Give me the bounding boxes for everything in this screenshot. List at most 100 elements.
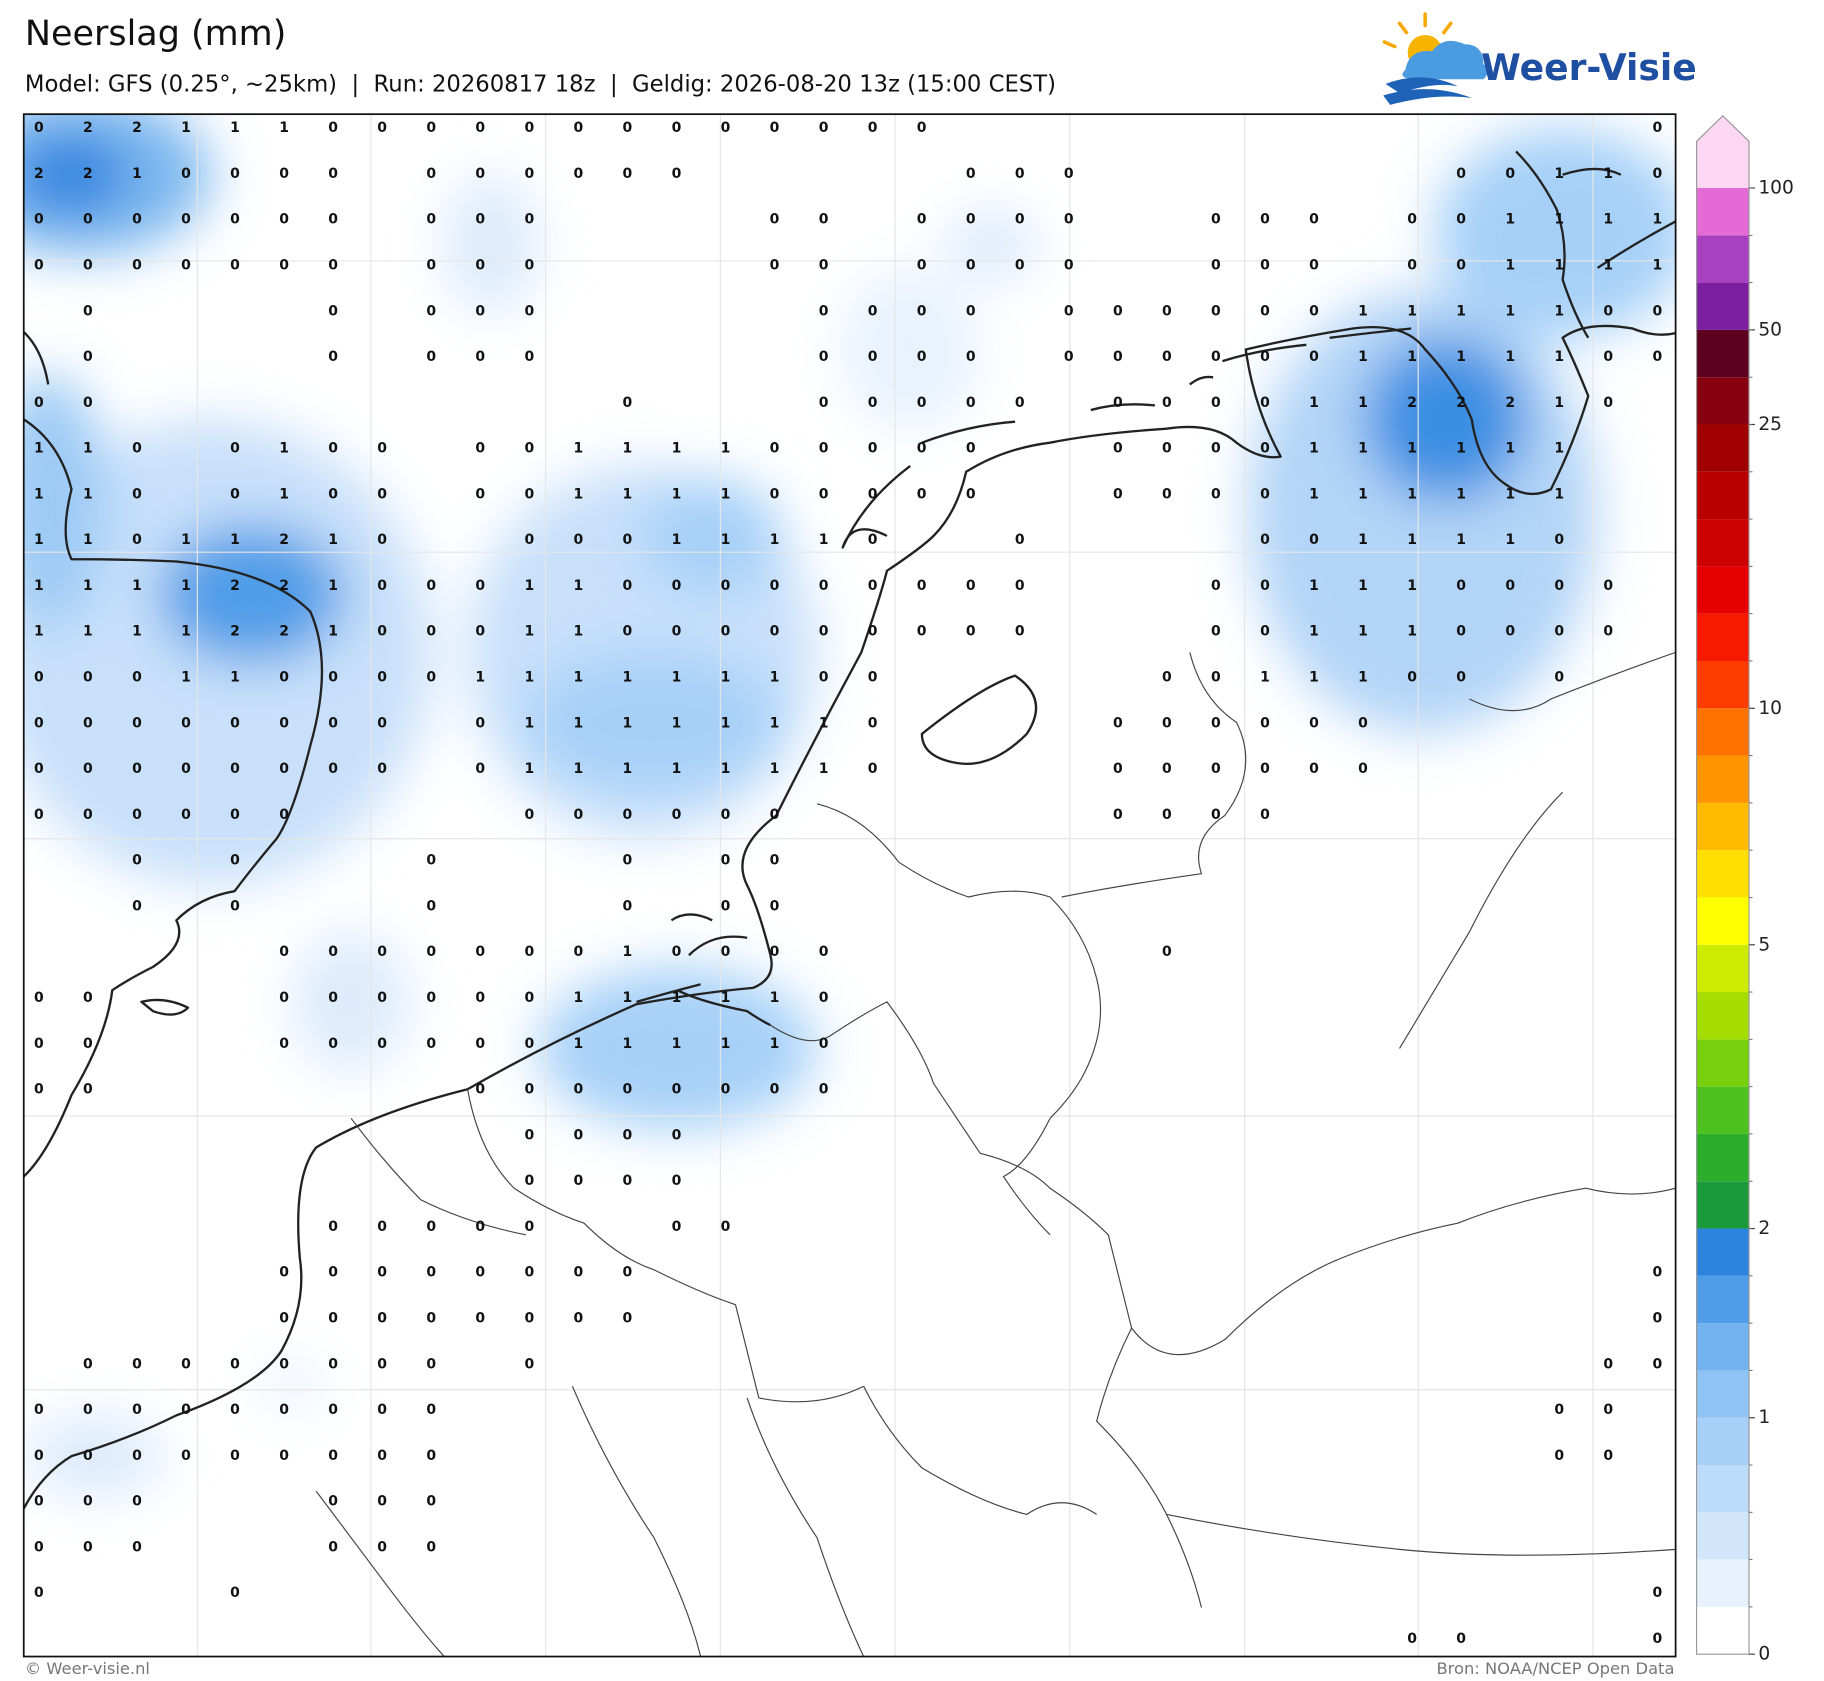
precip-value: 2 xyxy=(83,120,93,136)
precip-value: 1 xyxy=(1407,624,1417,640)
precip-value: 0 xyxy=(917,486,927,502)
precip-value: 0 xyxy=(83,212,93,228)
precip-value: 0 xyxy=(868,578,878,594)
precip-value: 1 xyxy=(1505,532,1515,548)
precip-value: 1 xyxy=(1554,303,1564,319)
precip-value: 0 xyxy=(426,1402,436,1418)
precip-value: 0 xyxy=(83,349,93,365)
precip-value: 0 xyxy=(328,1219,338,1235)
precip-value: 0 xyxy=(279,807,289,823)
colorbar-band xyxy=(1696,519,1750,567)
precip-value: 0 xyxy=(1652,166,1662,182)
precip-value: 0 xyxy=(1162,441,1172,457)
precip-value: 1 xyxy=(279,441,289,457)
colorbar-band xyxy=(1696,1228,1750,1276)
precip-value: 1 xyxy=(1407,349,1417,365)
precip-value: 1 xyxy=(623,944,633,960)
precip-value: 0 xyxy=(377,761,387,777)
logo: Weer-Visie xyxy=(1382,12,1697,105)
precip-value: 0 xyxy=(1211,486,1221,502)
precip-value: 0 xyxy=(819,1082,829,1098)
precip-value: 0 xyxy=(181,1356,191,1372)
precip-value: 0 xyxy=(34,1082,44,1098)
precip-value: 0 xyxy=(721,624,731,640)
precip-value: 1 xyxy=(1309,441,1319,457)
precip-value: 0 xyxy=(917,441,927,457)
precip-value: 0 xyxy=(426,1539,436,1555)
precip-value: 1 xyxy=(34,578,44,594)
precip-value: 0 xyxy=(623,1310,633,1326)
precip-value: 0 xyxy=(377,1494,387,1510)
source: Bron: NOAA/NCEP Open Data xyxy=(1436,1659,1674,1678)
precip-value: 0 xyxy=(966,257,976,273)
precip-value: 0 xyxy=(83,257,93,273)
precip-value: 0 xyxy=(721,853,731,869)
precip-value: 0 xyxy=(819,624,829,640)
precip-value: 0 xyxy=(328,990,338,1006)
precip-value: 1 xyxy=(328,578,338,594)
precip-value: 2 xyxy=(1505,395,1515,411)
precip-value: 0 xyxy=(377,486,387,502)
precip-value: 1 xyxy=(1554,395,1564,411)
precip-value: 0 xyxy=(230,715,240,731)
precip-value: 0 xyxy=(1260,257,1270,273)
precip-value: 0 xyxy=(132,1356,142,1372)
precip-value: 0 xyxy=(1015,257,1025,273)
precip-value: 0 xyxy=(1407,1631,1417,1647)
precip-value: 0 xyxy=(83,1539,93,1555)
precip-value: 0 xyxy=(917,257,927,273)
precip-value: 0 xyxy=(721,898,731,914)
precip-value: 0 xyxy=(573,944,583,960)
precip-value: 1 xyxy=(721,715,731,731)
precip-value: 0 xyxy=(328,670,338,686)
precip-value: 0 xyxy=(1113,349,1123,365)
precip-value: 0 xyxy=(132,761,142,777)
precip-value: 0 xyxy=(966,624,976,640)
precip-value: 0 xyxy=(721,1219,731,1235)
precip-value: 0 xyxy=(573,166,583,182)
precip-value: 0 xyxy=(475,624,485,640)
precip-value: 0 xyxy=(328,761,338,777)
precip-value: 0 xyxy=(524,120,534,136)
precip-value: 0 xyxy=(1309,303,1319,319)
precip-value: 0 xyxy=(1260,761,1270,777)
precip-value: 0 xyxy=(721,807,731,823)
colorbar-band xyxy=(1696,566,1750,614)
precip-value: 0 xyxy=(1554,1448,1564,1464)
precip-value: 0 xyxy=(1211,624,1221,640)
precip-value: 0 xyxy=(475,212,485,228)
precip-value: 0 xyxy=(132,807,142,823)
precip-value: 0 xyxy=(1456,670,1466,686)
precip-value: 0 xyxy=(573,1127,583,1143)
precip-value: 0 xyxy=(1211,395,1221,411)
precip-value: 0 xyxy=(966,578,976,594)
precip-value: 0 xyxy=(1554,670,1564,686)
precip-value: 0 xyxy=(1456,1631,1466,1647)
precip-value: 0 xyxy=(868,395,878,411)
precip-value: 1 xyxy=(83,486,93,502)
precip-value: 0 xyxy=(475,1036,485,1052)
precip-value: 0 xyxy=(819,944,829,960)
precip-value: 0 xyxy=(1260,532,1270,548)
precip-value: 0 xyxy=(328,715,338,731)
precip-value: 0 xyxy=(34,1494,44,1510)
precip-value: 0 xyxy=(475,761,485,777)
colorbar-band xyxy=(1696,1512,1750,1560)
precip-value: 1 xyxy=(1505,441,1515,457)
precip-value: 0 xyxy=(819,441,829,457)
precip-value: 0 xyxy=(328,349,338,365)
precip-value: 0 xyxy=(377,1402,387,1418)
precip-value: 0 xyxy=(279,761,289,777)
precip-value: 1 xyxy=(819,761,829,777)
precip-value: 2 xyxy=(279,624,289,640)
precip-value: 0 xyxy=(819,257,829,273)
precip-value: 0 xyxy=(1407,212,1417,228)
precip-value: 0 xyxy=(1456,257,1466,273)
precip-value: 0 xyxy=(524,1082,534,1098)
precip-value: 0 xyxy=(377,1539,387,1555)
precip-value: 0 xyxy=(524,349,534,365)
precip-value: 0 xyxy=(426,944,436,960)
precip-value: 1 xyxy=(1309,395,1319,411)
precip-value: 0 xyxy=(1652,120,1662,136)
precip-value: 0 xyxy=(475,944,485,960)
